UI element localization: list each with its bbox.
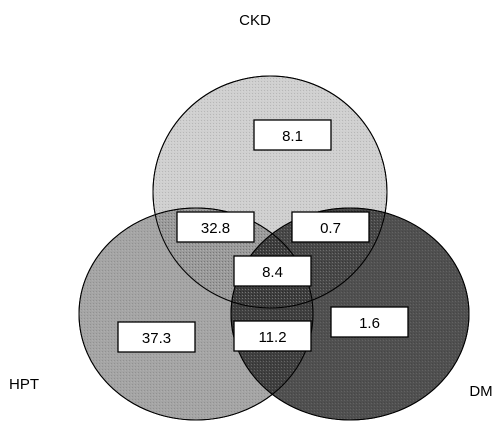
region-all-three: 8.4 [233,255,312,287]
region-all-three-value: 8.4 [262,264,283,281]
region-hpt-dm-value: 11.2 [258,329,286,346]
region-ckd-only: 8.1 [253,119,332,151]
region-hpt-only: 37.3 [117,321,196,353]
hpt-label: HPT [9,376,39,393]
region-hpt-dm: 11.2 [233,320,312,352]
region-ckd-dm: 0.7 [291,211,370,243]
region-ckd-hpt-value: 32.8 [201,220,230,237]
ckd-label: CKD [239,12,271,29]
region-dm-only: 1.6 [330,306,409,338]
region-hpt-only-value: 37.3 [142,330,171,347]
circle-outlines [78,75,470,421]
region-ckd-dm-value: 0.7 [320,220,341,237]
region-ckd-hpt: 32.8 [176,211,255,243]
dm-label: DM [469,383,492,400]
region-dm-only-value: 1.6 [359,315,380,332]
region-ckd-only-value: 8.1 [282,128,303,145]
